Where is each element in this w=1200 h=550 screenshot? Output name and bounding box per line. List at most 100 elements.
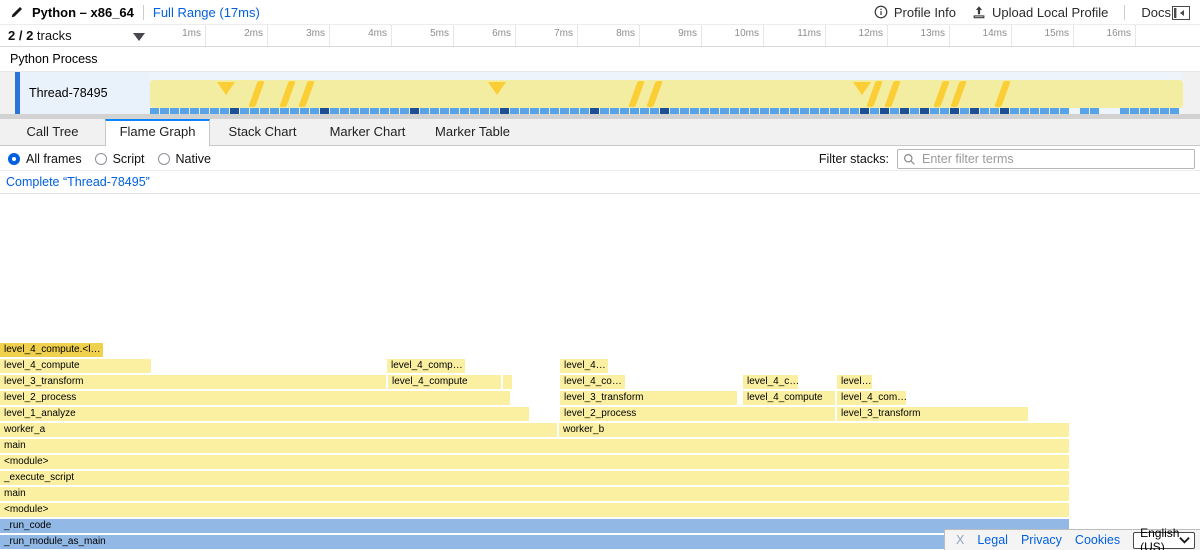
sample-cell bbox=[660, 108, 669, 114]
marker-slash-icon bbox=[298, 81, 315, 107]
sample-cell bbox=[410, 108, 419, 114]
edit-pencil-icon[interactable] bbox=[10, 6, 23, 19]
sample-cell bbox=[540, 108, 549, 114]
tab-flame-graph[interactable]: Flame Graph bbox=[105, 119, 210, 146]
tab-stack-chart[interactable]: Stack Chart bbox=[228, 124, 297, 139]
footer-x-link[interactable]: X bbox=[956, 533, 965, 547]
marker-triangle-icon bbox=[217, 82, 235, 95]
sample-cell bbox=[870, 108, 879, 114]
flame-block[interactable]: level_2_process bbox=[560, 407, 835, 421]
thread-track-label[interactable]: Thread-78495 bbox=[20, 72, 150, 114]
radio-native[interactable]: Native bbox=[157, 152, 211, 166]
sample-cell bbox=[960, 108, 969, 114]
footer-privacy-link[interactable]: Privacy bbox=[1020, 533, 1062, 547]
sidebar-toggle-button[interactable] bbox=[1172, 6, 1190, 25]
sample-cell bbox=[240, 108, 249, 114]
tracks-dropdown-arrow[interactable] bbox=[133, 33, 145, 41]
radio-script[interactable]: Script bbox=[94, 152, 145, 166]
footer-legal-link[interactable]: Legal bbox=[977, 533, 1008, 547]
sample-cell bbox=[400, 108, 409, 114]
radio-circle bbox=[94, 152, 107, 165]
sample-cell bbox=[620, 108, 629, 114]
flame-block[interactable]: level_3_transform bbox=[837, 407, 1028, 421]
timeline-splitter[interactable] bbox=[0, 114, 1200, 119]
sample-cell bbox=[770, 108, 779, 114]
sample-cell bbox=[670, 108, 679, 114]
footer-cookies-link[interactable]: Cookies bbox=[1074, 533, 1121, 547]
flame-block[interactable]: level_4_compute bbox=[388, 375, 501, 389]
profile-info-button[interactable]: Profile Info bbox=[874, 5, 956, 20]
sample-cell bbox=[320, 108, 329, 114]
flame-graph-panel[interactable]: level_4_compute.<l… level_4_compute level_… bbox=[0, 195, 1200, 550]
marker-slash-icon bbox=[994, 81, 1011, 107]
sample-cell bbox=[260, 108, 269, 114]
sample-cell bbox=[650, 108, 659, 114]
flame-block[interactable]: _run_module_as_main bbox=[0, 535, 1069, 549]
sample-cell bbox=[1170, 108, 1179, 114]
filter-stacks-input[interactable] bbox=[897, 149, 1195, 169]
flame-block[interactable]: level_4_c… bbox=[743, 375, 798, 389]
flame-block[interactable]: main bbox=[0, 439, 1069, 453]
sample-cell bbox=[600, 108, 609, 114]
flame-block[interactable]: <module> bbox=[0, 455, 1069, 469]
ruler-tick: 13ms bbox=[888, 25, 950, 46]
sample-cell bbox=[710, 108, 719, 114]
flame-block[interactable]: level_4_comp… bbox=[387, 359, 465, 373]
radio-all-frames[interactable]: All frames bbox=[8, 152, 82, 166]
sample-cell bbox=[470, 108, 479, 114]
info-icon bbox=[874, 5, 888, 19]
thread-track[interactable]: Thread-78495 bbox=[0, 72, 1200, 114]
flame-block[interactable]: _execute_script bbox=[0, 471, 1069, 485]
flame-block[interactable]: level_1_analyze bbox=[0, 407, 529, 421]
sample-cell bbox=[310, 108, 319, 114]
sample-cell bbox=[940, 108, 949, 114]
flame-block[interactable]: worker_b bbox=[559, 423, 1069, 437]
sample-cell bbox=[580, 108, 589, 114]
upload-profile-button[interactable]: Upload Local Profile bbox=[972, 5, 1108, 20]
breadcrumb-row: Complete “Thread-78495” bbox=[0, 172, 1200, 194]
full-range-link[interactable]: Full Range (17ms) bbox=[152, 4, 260, 20]
sample-cell bbox=[950, 108, 959, 114]
flame-block[interactable]: _run_code bbox=[0, 519, 1069, 533]
tab-marker-table[interactable]: Marker Table bbox=[435, 124, 510, 139]
marker-slash-icon bbox=[884, 81, 901, 107]
tab-call-tree[interactable]: Call Tree bbox=[26, 124, 79, 139]
flame-block[interactable]: level_4… bbox=[560, 359, 608, 373]
flame-block[interactable] bbox=[503, 375, 512, 389]
flame-block[interactable]: level_4_co… bbox=[560, 375, 625, 389]
timeline-ruler[interactable]: 2 / 2 tracks 1ms 2ms 3ms 4ms 5ms 6ms 7ms 8ms 9ms… bbox=[0, 25, 1200, 47]
flame-block[interactable]: level_4_com… bbox=[837, 391, 906, 405]
flame-block[interactable]: level_2_process bbox=[0, 391, 510, 405]
flame-block[interactable]: level… bbox=[837, 375, 872, 389]
flame-block[interactable]: <module> bbox=[0, 503, 1069, 517]
tracks-count-label: 2 / 2 tracks bbox=[8, 28, 72, 43]
flame-block[interactable]: main bbox=[0, 487, 1069, 501]
language-select[interactable]: English (US) bbox=[1133, 526, 1196, 550]
process-track-header[interactable]: Python Process bbox=[0, 48, 1200, 72]
sample-cell bbox=[980, 108, 989, 114]
flame-block[interactable]: level_3_transform bbox=[560, 391, 737, 405]
ruler-tick: 1ms bbox=[144, 25, 206, 46]
sample-cell bbox=[530, 108, 539, 114]
radio-label: All frames bbox=[26, 151, 82, 166]
flame-block[interactable]: level_3_transform bbox=[0, 375, 386, 389]
sample-cell bbox=[750, 108, 759, 114]
sample-cell bbox=[700, 108, 709, 114]
sample-cell bbox=[180, 108, 189, 114]
thread-activity-graph[interactable] bbox=[150, 72, 1183, 114]
sample-cell bbox=[1050, 108, 1059, 114]
breadcrumb-complete-thread[interactable]: Complete “Thread-78495” bbox=[6, 175, 150, 189]
sample-cell bbox=[830, 108, 839, 114]
sample-cell bbox=[560, 108, 569, 114]
sample-cell bbox=[480, 108, 489, 114]
sample-cell bbox=[450, 108, 459, 114]
tab-marker-chart[interactable]: Marker Chart bbox=[329, 124, 406, 139]
sample-cell bbox=[200, 108, 209, 114]
flame-block[interactable]: level_4_compute.<l… bbox=[0, 343, 103, 357]
flame-block[interactable]: level_4_compute bbox=[0, 359, 151, 373]
flame-block[interactable]: worker_a bbox=[0, 423, 557, 437]
sample-cell bbox=[630, 108, 639, 114]
flame-block[interactable]: level_4_compute bbox=[743, 391, 835, 405]
marker-triangle-icon bbox=[853, 82, 871, 95]
sample-cell bbox=[420, 108, 429, 114]
